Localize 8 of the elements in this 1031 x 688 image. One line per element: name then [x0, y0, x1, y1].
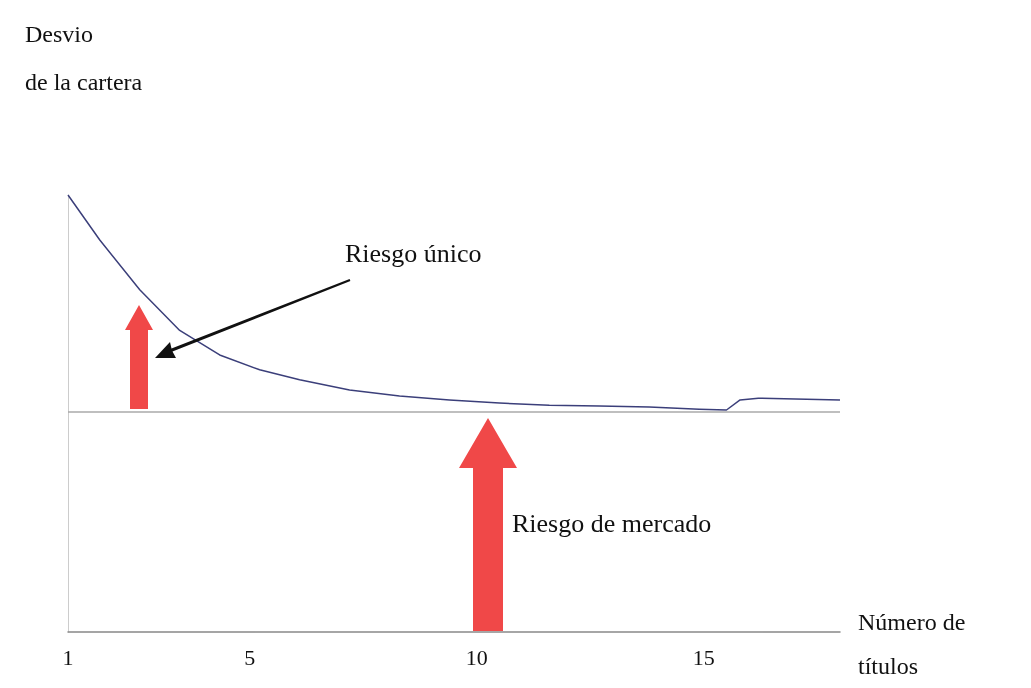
- x-tick-label: 5: [244, 644, 256, 670]
- annotation: Riesgo de mercado: [512, 508, 712, 538]
- x-tick-label: 1: [62, 644, 74, 670]
- annotation: Riesgo único: [345, 238, 482, 268]
- y-axis-title: Desvio de la cartera: [25, 21, 143, 95]
- x-tick-label: 15: [692, 644, 715, 670]
- x-tick-label: 10: [465, 644, 488, 670]
- x-axis-title: Número de títulos: [858, 609, 966, 679]
